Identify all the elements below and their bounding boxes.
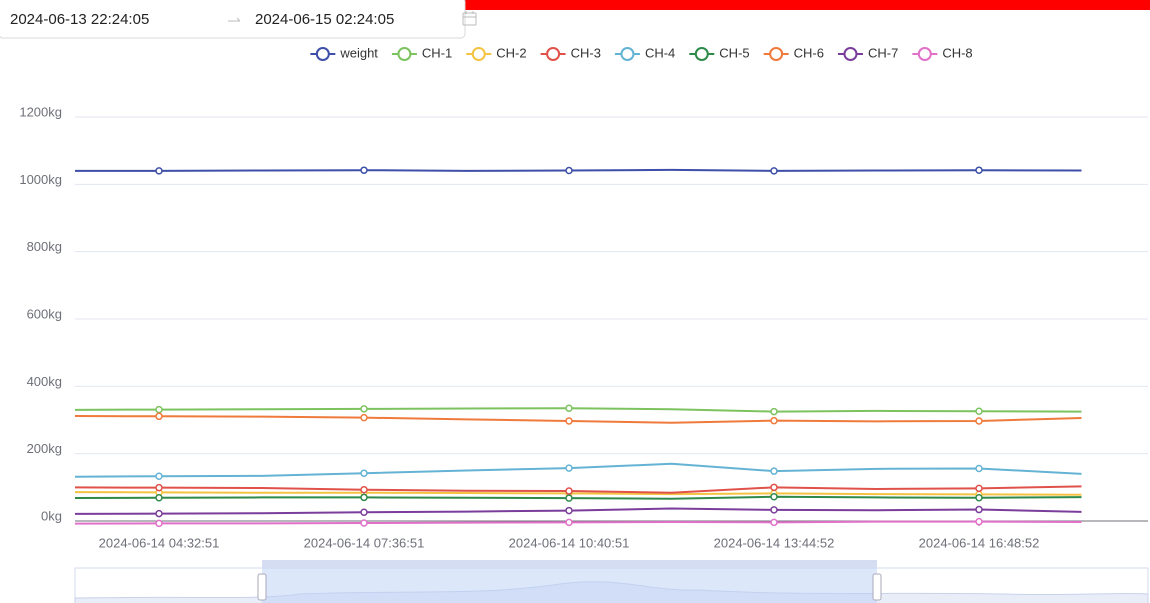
y-tick-label: 1200kg (19, 104, 62, 119)
point (565, 417, 573, 425)
point (975, 494, 983, 502)
zoom-selection[interactable] (262, 568, 877, 603)
point (975, 517, 983, 526)
legend-label: CH-1 (422, 45, 452, 60)
legend-item[interactable]: CH-2 (466, 45, 527, 61)
point (360, 166, 368, 174)
zoom-handle-right[interactable] (872, 573, 882, 601)
point (155, 483, 163, 492)
legend-item[interactable]: CH-5 (689, 45, 750, 61)
point (565, 404, 573, 412)
point (565, 506, 573, 515)
point (770, 407, 778, 416)
point (770, 506, 778, 514)
y-tick-label: 800kg (27, 239, 62, 254)
point (155, 167, 163, 175)
zoom-handle-left[interactable] (257, 573, 267, 601)
point (565, 487, 573, 495)
point (155, 509, 163, 518)
legend-symbol (769, 47, 784, 61)
y-tick-label: 600kg (27, 306, 62, 321)
plot (75, 166, 1082, 528)
point (565, 464, 573, 472)
legend-symbol (397, 47, 412, 61)
legend-item[interactable]: CH-4 (614, 45, 675, 61)
point (770, 467, 778, 475)
point (360, 469, 368, 477)
x-tick-label: 2024-06-14 07:36:51 (304, 535, 425, 550)
y-tick-label: 400kg (27, 374, 62, 389)
point (155, 412, 163, 421)
legend-symbol (694, 47, 709, 61)
legend: weight CH-1 CH-2 CH-3 CH-4 CH-5 CH-6 CH-7 CH-8 (310, 45, 973, 61)
point (770, 518, 778, 527)
point (975, 407, 983, 415)
y-tick-label: 1000kg (19, 172, 62, 187)
legend-symbol (843, 47, 858, 61)
y-tick-label: 0kg (41, 508, 62, 523)
start-date[interactable]: 2024-06-13 22:24:05 (10, 11, 149, 28)
x-tick-label: 2024-06-14 04:32:51 (99, 535, 220, 550)
legend-item[interactable]: CH-7 (837, 45, 898, 61)
point (360, 485, 368, 494)
point (975, 484, 983, 493)
point (770, 167, 778, 175)
x-tick-label: 2024-06-14 10:40:51 (509, 535, 630, 550)
point (155, 472, 163, 480)
point (565, 494, 573, 502)
x-tick-label: 2024-06-14 13:44:52 (714, 535, 835, 550)
point (565, 166, 573, 175)
point (155, 494, 163, 502)
legend-label: CH-8 (942, 45, 972, 60)
point (155, 519, 163, 528)
point (975, 417, 983, 425)
legend-symbol (471, 47, 486, 61)
legend-label: weight (339, 45, 378, 60)
y-tick-label: 200kg (27, 441, 62, 456)
point (975, 166, 983, 174)
date-range-picker[interactable] (0, 0, 466, 39)
point (770, 483, 778, 492)
calendar-icon[interactable] (462, 11, 477, 26)
legend-item[interactable]: CH-8 (912, 45, 973, 61)
point (975, 464, 983, 473)
point (565, 518, 573, 527)
point (360, 405, 368, 413)
legend-symbol (546, 47, 561, 61)
data-zoom[interactable] (74, 560, 1149, 603)
legend-symbol (315, 47, 330, 61)
point (155, 405, 163, 414)
point (360, 493, 368, 502)
legend-item[interactable]: CH-6 (763, 45, 824, 61)
point (770, 416, 778, 425)
x-tick-label: 2024-06-14 16:48:52 (919, 535, 1040, 550)
point (360, 519, 368, 527)
legend-label: CH-5 (719, 45, 749, 60)
legend-symbol (917, 47, 932, 61)
legend-label: CH-2 (496, 45, 526, 60)
zoom-bar[interactable] (262, 560, 877, 568)
legend-symbol (620, 47, 635, 61)
legend-item[interactable]: weight (310, 45, 378, 61)
point (975, 505, 983, 514)
legend-label: CH-6 (794, 45, 824, 60)
red-bar (73, 0, 1150, 10)
legend-item[interactable]: CH-1 (391, 45, 452, 61)
legend-item[interactable]: CH-3 (540, 45, 601, 61)
end-date[interactable]: 2024-06-15 02:24:05 (255, 11, 394, 28)
range-arrow-head (236, 17, 241, 22)
legend-label: CH-3 (571, 45, 601, 60)
legend-label: CH-4 (645, 45, 675, 60)
point (360, 413, 368, 422)
point (770, 493, 778, 501)
point (360, 508, 368, 516)
legend-label: CH-7 (868, 45, 898, 60)
